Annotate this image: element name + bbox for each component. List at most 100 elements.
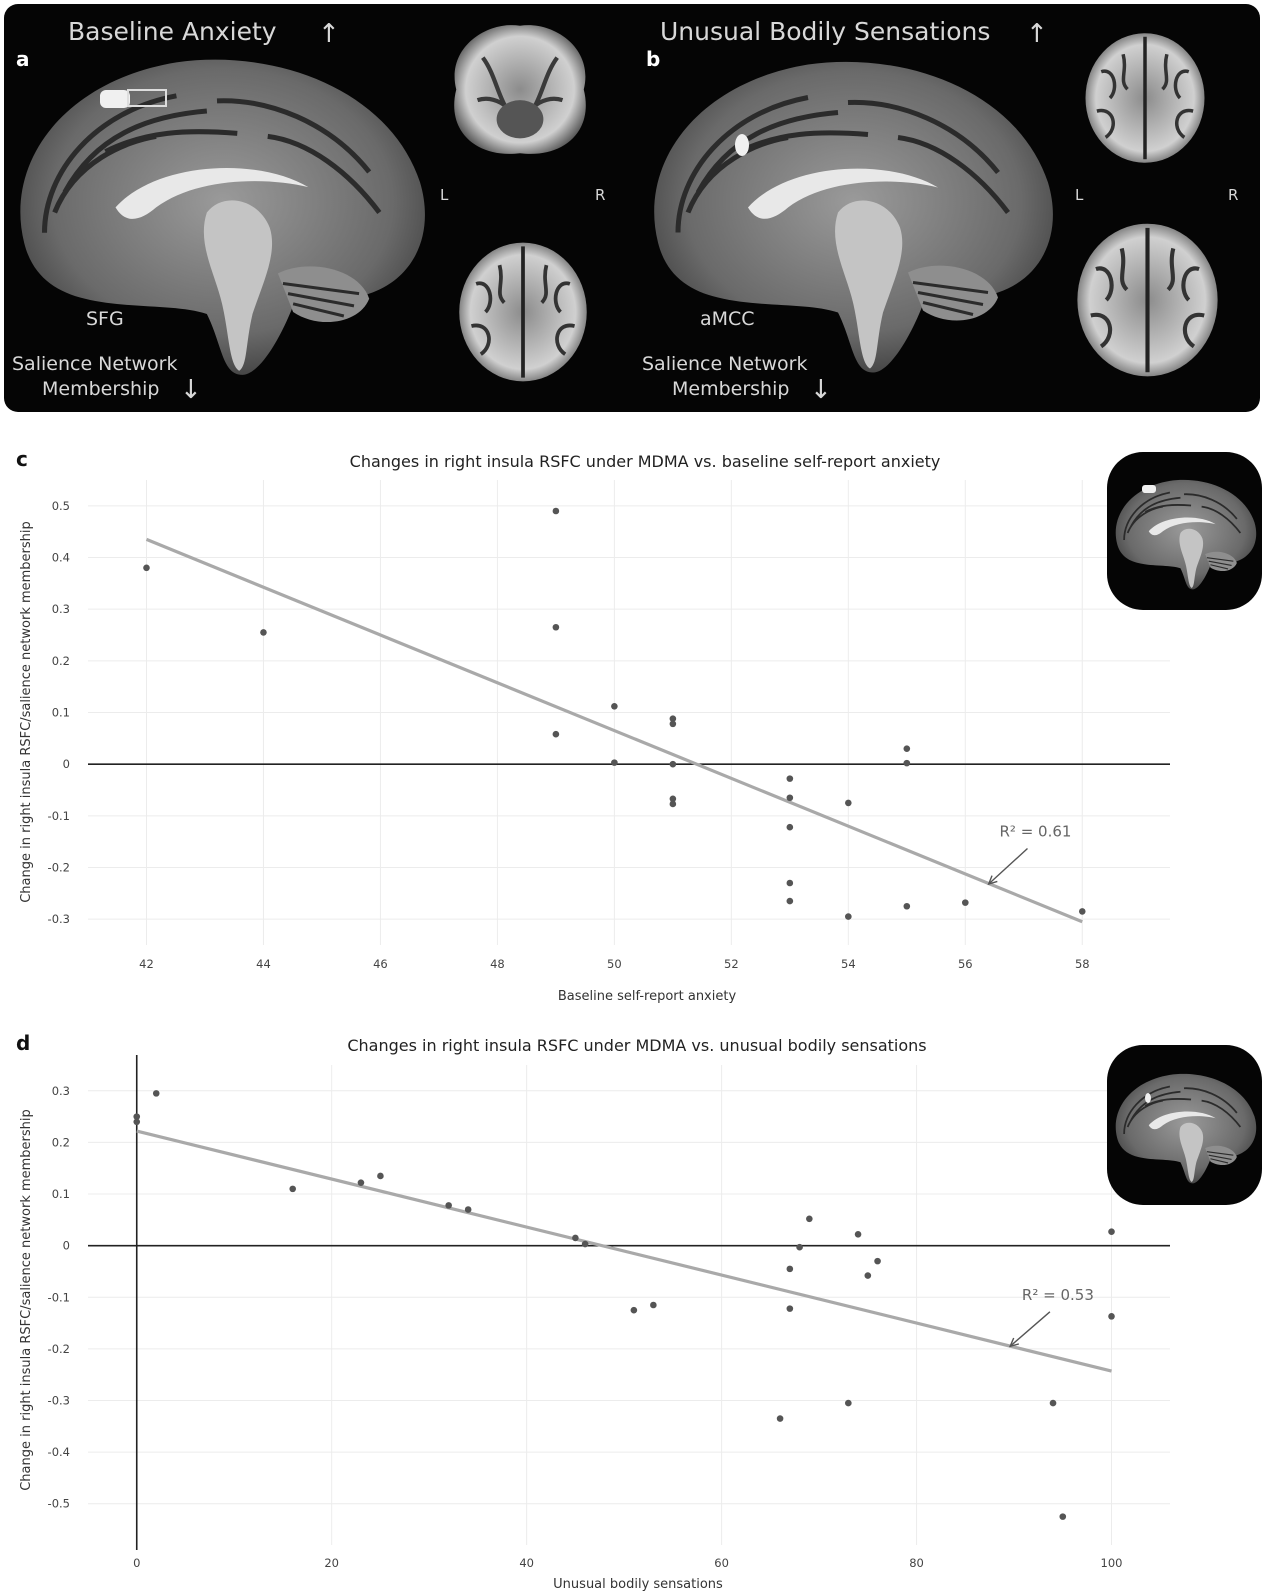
x-tick-label: 54 (841, 957, 856, 971)
sfg-highlight-cluster (100, 90, 130, 108)
data-point (786, 897, 794, 905)
y-tick-label: 0.2 (52, 654, 70, 668)
data-point (903, 902, 911, 910)
chart-d-x-ticks: 0 20 40 60 80 100 (133, 1556, 1122, 1570)
x-tick-label: 52 (724, 957, 739, 971)
data-point (845, 913, 852, 920)
data-point (1108, 1228, 1115, 1236)
y-tick-label: 0.2 (52, 1135, 70, 1149)
data-point (650, 1301, 657, 1309)
panel-a-up-arrow-icon: ↑ (318, 19, 340, 49)
data-point (143, 564, 150, 572)
x-tick-label: 40 (519, 1556, 534, 1570)
panel-b-letter: b (646, 47, 660, 71)
data-point (133, 1113, 141, 1120)
r-squared-label: R² = 0.53 (1022, 1286, 1094, 1304)
x-tick-label: 48 (490, 957, 505, 971)
y-tick-label: -0.5 (48, 1497, 70, 1511)
panel-b-bottom-label-line2: Membership (672, 378, 789, 400)
sfg-roi-outline (127, 89, 167, 107)
y-tick-label: 0.4 (52, 551, 70, 565)
y-tick-label: 0.3 (52, 1084, 70, 1098)
y-tick-label: 0.1 (52, 706, 70, 720)
x-tick-label: 50 (607, 957, 622, 971)
panel-a-left-marker: L (440, 186, 449, 204)
chart-panel-d: d Changes in right insula RSFC under MDM… (16, 1031, 1262, 1592)
amcc-highlight-cluster (735, 134, 749, 156)
y-tick-label: -0.2 (48, 1342, 70, 1356)
data-point (903, 745, 911, 752)
panel-b-right-marker: R (1228, 186, 1238, 204)
y-tick-label: 0 (63, 1239, 70, 1253)
data-point (669, 720, 677, 728)
panel-a-letter: a (16, 47, 30, 71)
data-point (669, 715, 677, 722)
panel-b-bottom-label-line1: Salience Network (642, 353, 808, 375)
y-tick-label: -0.3 (48, 1393, 70, 1407)
data-point (630, 1306, 638, 1314)
data-point (669, 760, 677, 768)
y-tick-label: -0.3 (48, 912, 70, 926)
chart-c-x-ticks: 42 44 46 48 50 52 54 56 58 (139, 957, 1089, 971)
y-tick-label: -0.1 (48, 809, 70, 823)
data-point (669, 795, 677, 803)
data-point (289, 1185, 297, 1193)
y-tick-label: -0.2 (48, 861, 70, 875)
x-tick-label: 46 (373, 957, 388, 971)
axial-brain-image-b-top (1083, 31, 1207, 165)
axial-brain-image-b-bottom (1077, 224, 1217, 377)
data-point (669, 800, 677, 808)
panel-a-bottom-label-line1: Salience Network (12, 353, 178, 375)
regression-line (136, 1129, 1112, 1373)
chart-c-y-axis-label: Change in right insula RSFC/salience net… (19, 521, 34, 903)
panel-b-top-label: Unusual Bodily Sensations (660, 17, 990, 46)
chart-c-grid (88, 480, 1170, 945)
chart-panel-c: c Changes in right insula RSFC under MDM… (16, 447, 1262, 1004)
chart-d-y-ticks: -0.5 -0.4 -0.3 -0.2 -0.1 0 0.1 0.2 0.3 (48, 1084, 70, 1511)
data-point (786, 1265, 794, 1273)
y-tick-label: 0.5 (52, 499, 70, 513)
data-point (796, 1243, 803, 1251)
y-tick-label: 0 (63, 757, 70, 771)
y-tick-label: -0.4 (48, 1445, 70, 1459)
data-point (776, 1415, 784, 1422)
data-point (1078, 908, 1086, 915)
data-point (1108, 1313, 1115, 1320)
r-squared-label: R² = 0.61 (1000, 823, 1072, 841)
y-tick-label: -0.1 (48, 1290, 70, 1304)
data-point (581, 1240, 589, 1248)
data-point (552, 730, 560, 738)
chart-d-annotation: R² = 0.53 (1008, 1286, 1094, 1348)
chart-d-fit-line (136, 1129, 1112, 1373)
data-point (845, 799, 852, 807)
data-point (152, 1090, 160, 1097)
x-tick-label: 58 (1075, 957, 1090, 971)
x-tick-label: 60 (714, 1556, 729, 1570)
data-point (260, 629, 267, 636)
chart-d-x-axis-label: Unusual bodily sensations (553, 1577, 723, 1592)
x-tick-label: 100 (1101, 1556, 1123, 1570)
data-point (786, 775, 794, 782)
panel-b-up-arrow-icon: ↑ (1026, 19, 1048, 49)
data-point (552, 623, 560, 631)
chart-d-letter: d (16, 1031, 30, 1055)
chart-c-points (143, 507, 1086, 920)
chart-d-inset-brain-thumbnail (1107, 1045, 1262, 1205)
x-tick-label: 80 (909, 1556, 924, 1570)
data-point (786, 794, 794, 802)
chart-d-grid (88, 1065, 1170, 1545)
x-tick-label: 56 (958, 957, 973, 971)
panel-a-bottom-label-line2: Membership (42, 378, 159, 400)
x-tick-label: 20 (324, 1556, 339, 1570)
chart-c-title: Changes in right insula RSFC under MDMA … (350, 452, 941, 471)
data-point (786, 823, 794, 831)
x-tick-label: 0 (133, 1556, 140, 1570)
panel-a-down-arrow-icon: ↓ (180, 375, 202, 405)
annotation-arrow-shaft (1009, 1311, 1051, 1347)
annotation-arrow-icon (1008, 1337, 1020, 1348)
annotation-arrow-icon (987, 875, 998, 886)
axial-brain-image-a (457, 240, 589, 384)
brain-image-panel: Baseline Anxiety ↑ a SFG Salience Networ… (4, 4, 1260, 412)
chart-c-fit-line (145, 537, 1083, 924)
